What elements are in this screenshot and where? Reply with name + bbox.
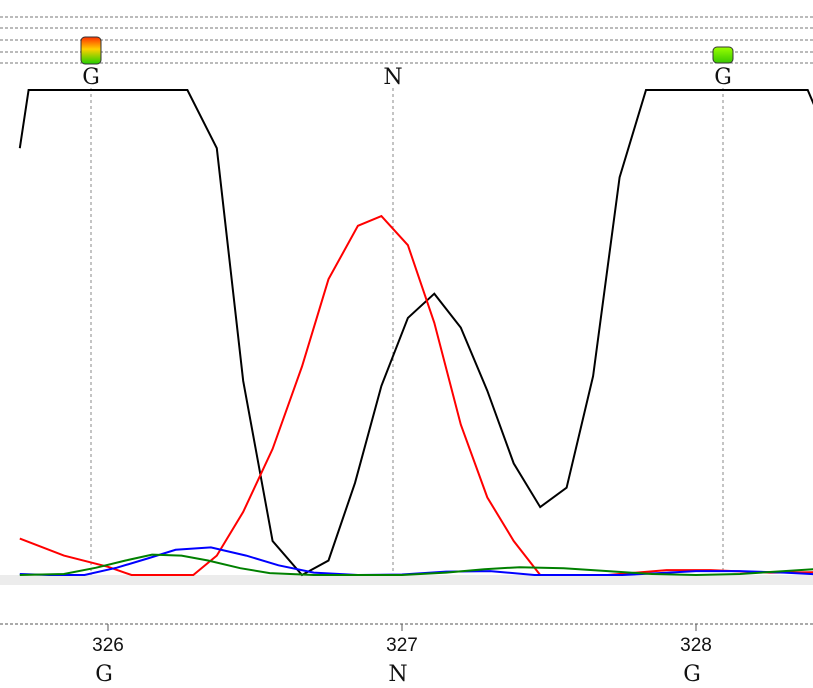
position-number: 328 (680, 635, 712, 656)
sequence-base: G (95, 662, 113, 687)
trace-line (19, 553, 813, 577)
position-axis: 326 G 327 N 328 G (92, 624, 712, 687)
trace-line (18, 89, 813, 577)
quality-marker (712, 46, 734, 64)
quality-markers (80, 36, 734, 65)
trace-line (19, 546, 813, 577)
trace-line (19, 214, 813, 576)
sequence-base: N (388, 662, 407, 687)
sequence-base: G (683, 662, 701, 687)
top-base-call: G (82, 65, 100, 90)
quality-marker (80, 36, 102, 65)
top-base-call: N (383, 65, 402, 90)
base-call-lines (90, 88, 724, 575)
header-reference-lines (0, 16, 813, 64)
baseline-band (0, 575, 813, 585)
position-number: 326 (92, 635, 124, 656)
position-number: 327 (386, 635, 418, 656)
top-base-call: G (714, 65, 732, 90)
trace-lines (18, 89, 813, 577)
